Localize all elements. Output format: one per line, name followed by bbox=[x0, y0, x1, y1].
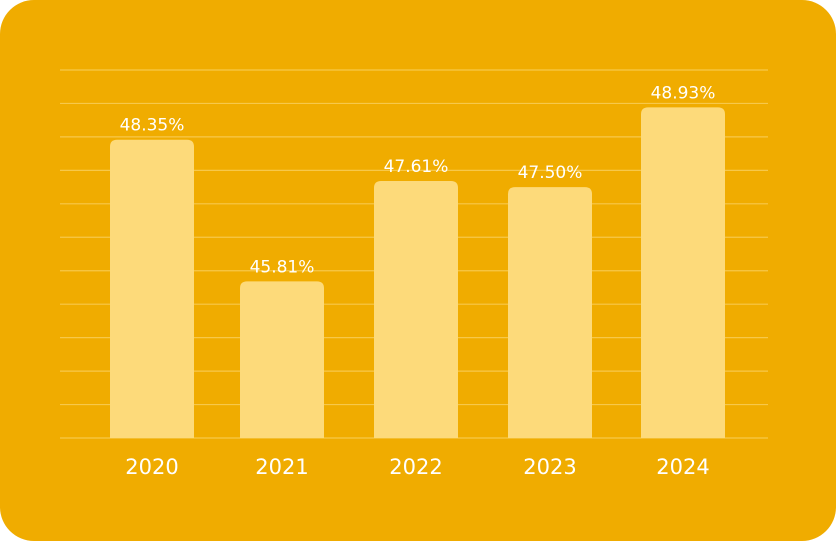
data-label-2020: 48.35% bbox=[120, 116, 185, 136]
x-tick-label-2024: 2024 bbox=[656, 455, 709, 479]
x-tick-label-2020: 2020 bbox=[125, 455, 178, 479]
data-labels: 48.35% 45.81% 47.61% 47.50% 48.93% bbox=[120, 83, 716, 277]
bar-2024 bbox=[641, 107, 725, 438]
x-tick-label-2021: 2021 bbox=[255, 455, 308, 479]
bar-2022 bbox=[374, 180, 458, 438]
data-label-2023: 47.50% bbox=[518, 163, 583, 183]
bars bbox=[110, 107, 725, 439]
x-axis-tick-labels: 2020 2021 2022 2023 2024 bbox=[125, 455, 709, 479]
x-tick-label-2023: 2023 bbox=[523, 455, 576, 479]
data-label-2024: 48.93% bbox=[651, 83, 716, 103]
bar-2023 bbox=[508, 187, 592, 438]
data-label-2021: 45.81% bbox=[250, 257, 315, 277]
x-tick-label-2022: 2022 bbox=[389, 455, 442, 479]
bar-2020 bbox=[110, 139, 194, 439]
data-label-2022: 47.61% bbox=[384, 157, 449, 177]
bar-2021 bbox=[240, 281, 324, 438]
